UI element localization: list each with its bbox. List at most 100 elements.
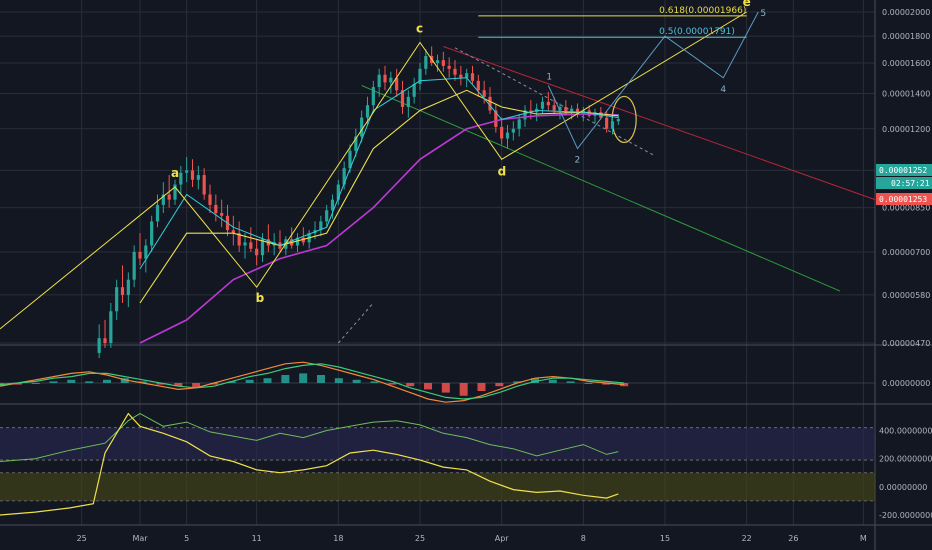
time-tick-label: Mar xyxy=(132,534,148,543)
candle-body xyxy=(173,184,177,200)
candle-body xyxy=(616,119,620,122)
channel-line-red xyxy=(443,46,876,201)
candle-body xyxy=(150,221,154,246)
macd-histogram-bar xyxy=(584,383,593,384)
countdown-text: 02:57:21 xyxy=(891,179,930,188)
time-tick-label: 25 xyxy=(77,534,87,543)
candle-body xyxy=(424,55,428,69)
macd-histogram-bar xyxy=(334,378,343,383)
candle-body xyxy=(494,110,498,127)
macd-histogram-bar xyxy=(49,381,58,383)
wave-label-d: d xyxy=(498,164,507,178)
candle-body xyxy=(179,172,183,185)
wave-label-c: c xyxy=(416,22,423,36)
macd-histogram-bar xyxy=(227,381,236,383)
candle-body xyxy=(155,204,160,222)
candle-body xyxy=(190,170,195,180)
candle-body xyxy=(529,110,533,113)
upper-band xyxy=(0,427,875,461)
drawing-overlays[interactable] xyxy=(337,46,876,344)
candle-body xyxy=(459,74,463,78)
candle-body xyxy=(185,170,189,173)
candle-body xyxy=(330,199,335,211)
macd-histogram-bar xyxy=(566,381,575,383)
ma-slow-line xyxy=(139,113,619,344)
candle-body xyxy=(220,213,224,216)
candle-body xyxy=(435,60,440,64)
candle-body xyxy=(570,108,574,113)
macd-histogram-bar xyxy=(317,375,325,383)
candle-body xyxy=(255,248,259,256)
candlestick-series xyxy=(97,46,620,359)
macd-histogram-bar xyxy=(13,383,22,385)
candle-body xyxy=(476,80,480,91)
macd-signal-line xyxy=(0,363,625,400)
candle-body xyxy=(418,68,422,84)
fib-level-label: 0.618(0.00001966) xyxy=(659,6,746,16)
candle-body xyxy=(354,136,358,151)
projection-label-5: 5 xyxy=(760,9,766,19)
macd-histogram-bar xyxy=(263,378,272,383)
candle-body xyxy=(214,204,218,214)
candle-body xyxy=(505,132,510,139)
countdown-badge: 02:57:21 xyxy=(876,177,932,189)
macd-histogram-bar xyxy=(138,381,147,383)
price-tick-label: 0.00001400 xyxy=(882,90,930,99)
ask-price-badge: 0.00001253 xyxy=(876,193,932,205)
candle-body xyxy=(610,121,615,129)
oscillator-tick-label: 0.00000000 xyxy=(879,483,927,492)
projection-label-1: 1 xyxy=(546,73,552,83)
macd-histogram-bar xyxy=(424,383,432,390)
candle-body xyxy=(488,96,492,111)
candle-body xyxy=(564,106,568,113)
wave-label-e: e xyxy=(743,0,751,9)
price-tick-label: 0.00000470 xyxy=(882,339,930,348)
candle-body xyxy=(540,101,545,109)
candle-body xyxy=(109,311,113,343)
macd-histogram-bar xyxy=(103,379,111,383)
candle-body xyxy=(260,239,265,256)
time-tick-label: 25 xyxy=(415,534,425,543)
macd-histogram-bar xyxy=(388,383,397,385)
candle-body xyxy=(97,338,101,353)
current-price-badge: 0.00001252 xyxy=(876,164,932,176)
macd-zero-label: 0.00000000 xyxy=(882,379,930,388)
candle-body xyxy=(348,150,352,169)
oscillator-tick-label: -200.00000000 xyxy=(879,511,932,520)
price-tick-label: 0.00001200 xyxy=(882,125,930,134)
price-tick-label: 0.00001800 xyxy=(882,32,930,41)
price-tick-label: 0.00000850 xyxy=(882,204,930,213)
fib-levels[interactable]: 0.618(0.00001966) 0.5(0.00001791) xyxy=(478,6,747,38)
candle-body xyxy=(383,74,387,83)
macd-histogram-bar xyxy=(299,373,308,383)
macd-histogram-bar xyxy=(192,383,201,388)
candle-body xyxy=(558,106,562,111)
candle-body xyxy=(120,287,125,295)
candle-body xyxy=(441,60,445,66)
oscillator-yellow-line xyxy=(0,412,619,516)
time-tick-label: 11 xyxy=(252,534,262,543)
candle-body xyxy=(523,110,527,120)
wave-label-a: a xyxy=(171,166,179,180)
macd-pane xyxy=(0,361,875,403)
moving-averages xyxy=(139,77,619,344)
time-axis[interactable]: 25 Mar 5 11 18 25 Apr 8 15 22 26 M xyxy=(77,534,867,543)
candle-body xyxy=(500,126,504,139)
candle-body xyxy=(249,242,253,249)
dotted-trendline xyxy=(337,302,374,344)
candle-body xyxy=(237,233,241,246)
candle-body xyxy=(546,101,550,106)
elliott-wave-path xyxy=(0,11,747,330)
oscillator-bands xyxy=(0,427,875,502)
elliott-wave-drawings[interactable]: a b c d e 1 2 4 5 xyxy=(0,0,766,330)
macd-histogram-bar xyxy=(548,379,557,383)
candle-body xyxy=(342,168,346,185)
macd-histogram-bar xyxy=(31,383,40,384)
candle-body xyxy=(552,105,556,111)
candle-body xyxy=(301,237,305,243)
macd-histogram-bar xyxy=(441,383,450,393)
macd-histogram-bar xyxy=(531,378,539,383)
candle-body xyxy=(575,108,580,115)
time-tick-label: 18 xyxy=(333,534,343,543)
